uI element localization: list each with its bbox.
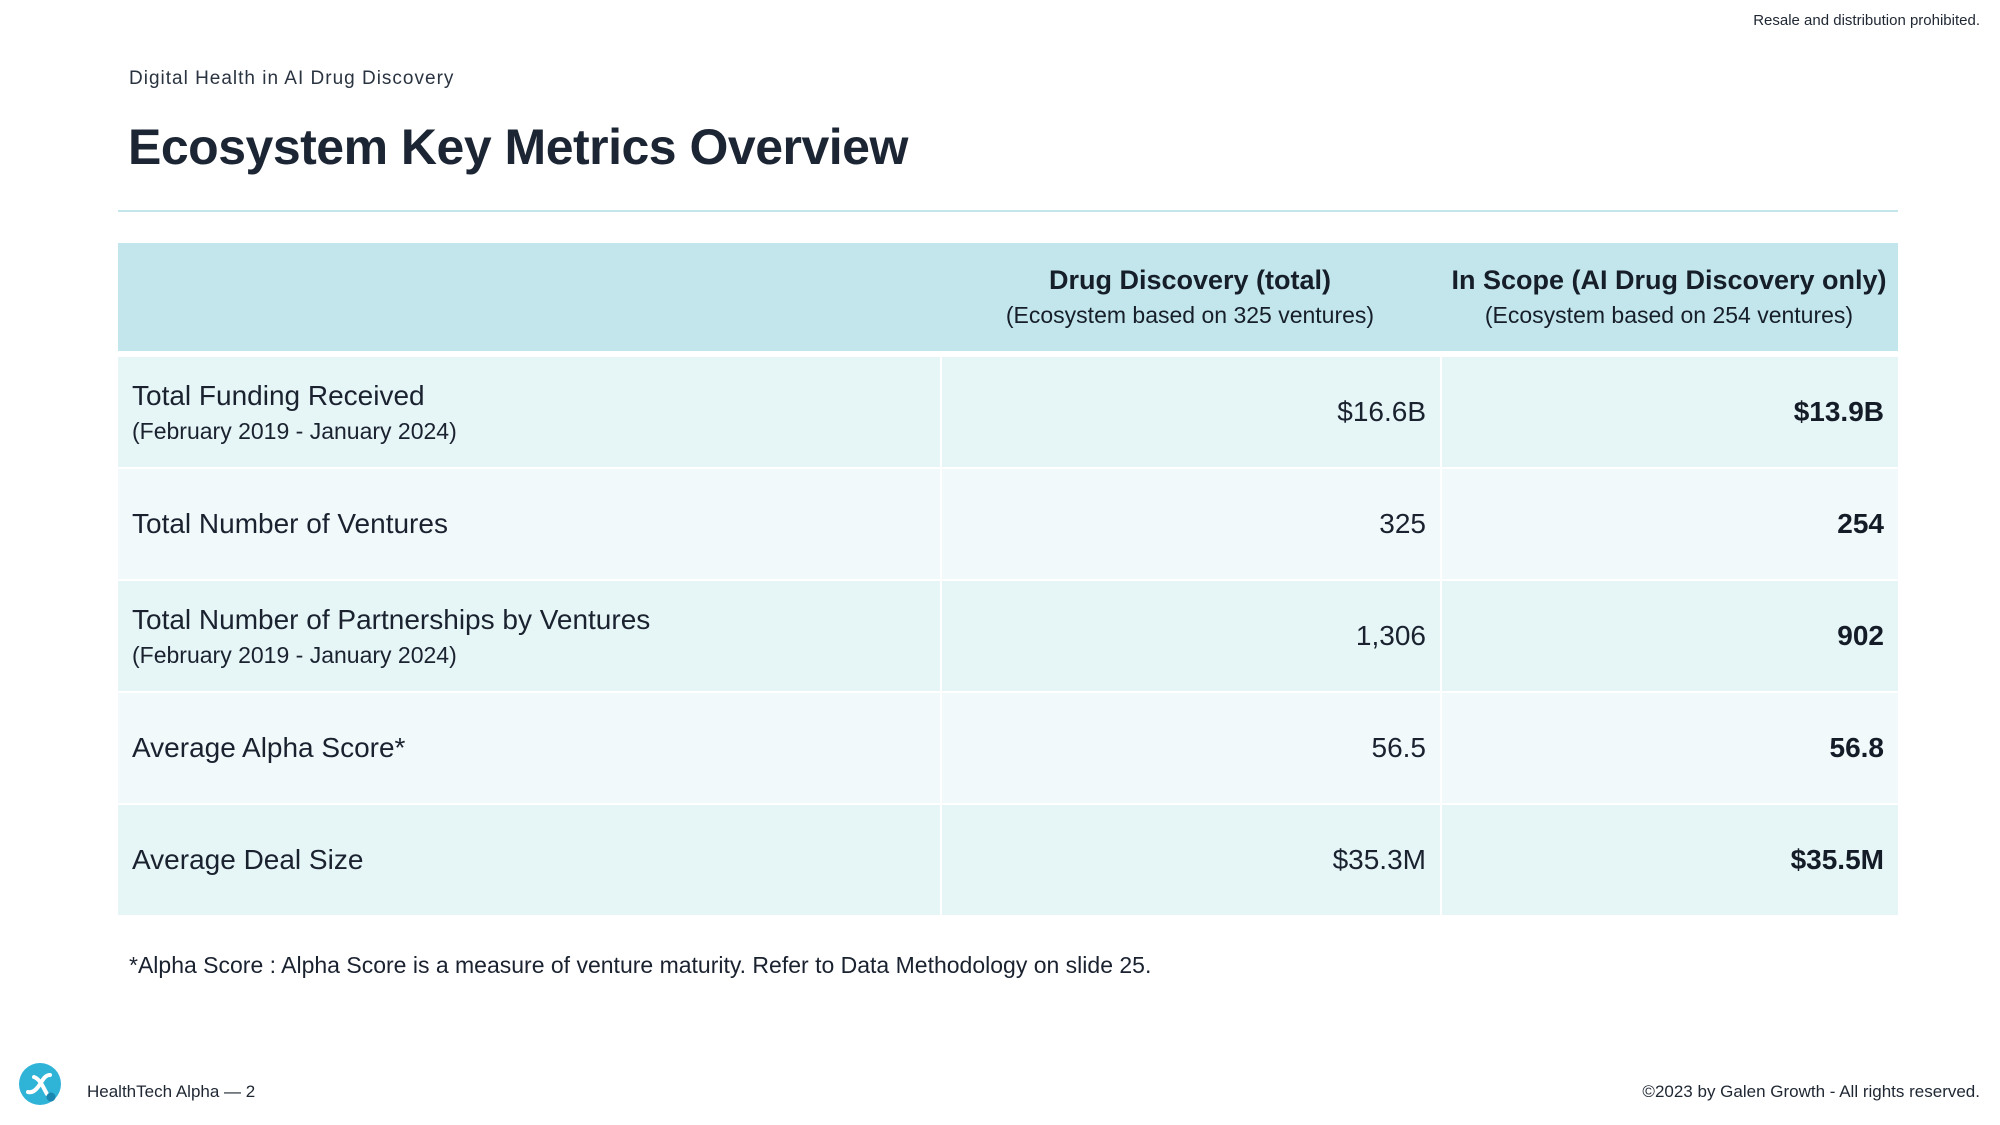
row-label-cell: Average Deal Size (118, 805, 940, 915)
column-title: In Scope (AI Drug Discovery only) (1451, 265, 1887, 295)
row-sublabel: (February 2019 - January 2024) (132, 641, 457, 668)
table-row: Total Number of Ventures 325 254 (118, 469, 1898, 579)
row-label: Average Alpha Score* (132, 732, 406, 763)
row-label: Average Deal Size (132, 844, 364, 875)
row-label-cell: Average Alpha Score* (118, 693, 940, 803)
table-row: Total Number of Partnerships by Ventures… (118, 581, 1898, 691)
row-label-cell: Total Funding Received (February 2019 - … (118, 357, 940, 467)
footer-brand-page: HealthTech Alpha — 2 (87, 1082, 256, 1101)
footer-copyright: ©2023 by Galen Growth - All rights reser… (1642, 1082, 1980, 1101)
footnote: *Alpha Score : Alpha Score is a measure … (129, 952, 1152, 978)
row-label: Total Number of Ventures (132, 508, 448, 539)
total-value: 1,306 (1355, 620, 1426, 651)
in-scope-value-cell: 902 (1440, 581, 1898, 691)
in-scope-value-cell: $35.5M (1440, 805, 1898, 915)
total-value-cell: 1,306 (940, 581, 1440, 691)
in-scope-value-cell: 254 (1440, 469, 1898, 579)
total-value: 56.5 (1371, 732, 1427, 763)
in-scope-value: $13.9B (1793, 396, 1884, 427)
column-header-total: Drug Discovery (total) (Ecosystem based … (940, 243, 1440, 351)
table-row: Average Deal Size $35.3M $35.5M (118, 805, 1898, 915)
in-scope-value: 902 (1837, 620, 1884, 651)
column-header-in-scope: In Scope (AI Drug Discovery only) (Ecosy… (1440, 243, 1898, 351)
total-value: $16.6B (1337, 396, 1426, 427)
total-value: $35.3M (1332, 844, 1426, 875)
column-subtitle: (Ecosystem based on 325 ventures) (1005, 302, 1375, 328)
total-value-cell: $35.3M (940, 805, 1440, 915)
metrics-table: Drug Discovery (total) (Ecosystem based … (118, 243, 1898, 915)
row-label: Total Number of Partnerships by Ventures (132, 603, 651, 635)
page-title: Ecosystem Key Metrics Overview (128, 119, 908, 175)
title-divider (118, 210, 1898, 212)
column-subtitle: (Ecosystem based on 254 ventures) (1484, 302, 1854, 328)
column-title: Drug Discovery (total) (1048, 265, 1332, 295)
total-value-cell: 56.5 (940, 693, 1440, 803)
row-sublabel: (February 2019 - January 2024) (132, 417, 457, 444)
in-scope-value: 56.8 (1829, 732, 1885, 763)
in-scope-value: $35.5M (1790, 844, 1884, 875)
table-row: Total Funding Received (February 2019 - … (118, 357, 1898, 467)
table-row: Average Alpha Score* 56.5 56.8 (118, 693, 1898, 803)
total-value-cell: $16.6B (940, 357, 1440, 467)
row-label-cell: Total Number of Partnerships by Ventures… (118, 581, 940, 691)
total-value: 325 (1379, 508, 1426, 539)
section-eyebrow: Digital Health in AI Drug Discovery (129, 68, 455, 89)
in-scope-value-cell: $13.9B (1440, 357, 1898, 467)
row-label-cell: Total Number of Ventures (118, 469, 940, 579)
total-value-cell: 325 (940, 469, 1440, 579)
row-label: Total Funding Received (132, 379, 425, 411)
table-header-row: Drug Discovery (total) (Ecosystem based … (118, 243, 1898, 351)
disclaimer-text: Resale and distribution prohibited. (1753, 12, 1980, 29)
table-header-empty (118, 243, 940, 351)
in-scope-value: 254 (1837, 508, 1884, 539)
healthtech-alpha-logo-icon (19, 1063, 61, 1105)
in-scope-value-cell: 56.8 (1440, 693, 1898, 803)
